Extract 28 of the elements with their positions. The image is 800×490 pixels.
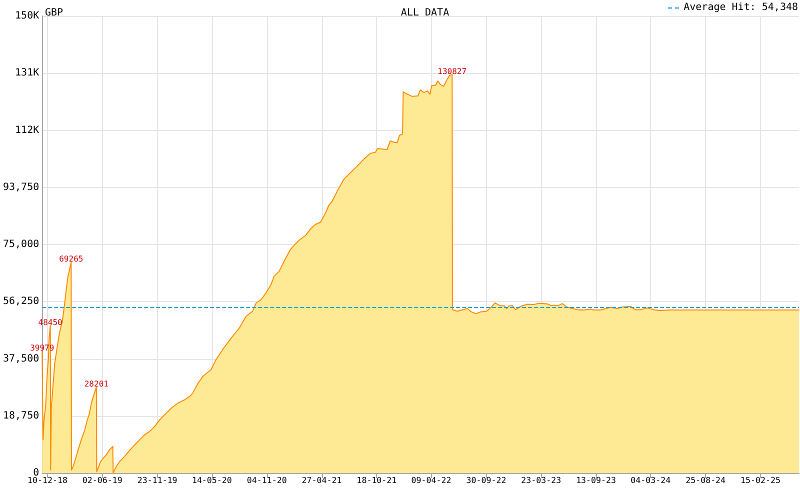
- y-tick-label: 18,750: [3, 410, 40, 422]
- data-label: 130827: [438, 66, 467, 76]
- y-tick-label: 93,750: [3, 182, 40, 193]
- x-tick-label: 02-06-19: [82, 475, 122, 485]
- data-label: 69265: [59, 254, 84, 264]
- y-tick-label: 37,500: [3, 353, 40, 364]
- x-tick-label: 15-02-25: [740, 475, 780, 485]
- y-tick-label: 131K: [15, 68, 40, 79]
- x-tick-label: 23-11-19: [137, 475, 178, 485]
- x-tick-label: 04-11-20: [246, 475, 287, 485]
- data-label: 48450: [38, 318, 63, 327]
- chart-subtitle: ALL DATA: [400, 8, 450, 18]
- y-tick-label: 56,250: [3, 296, 40, 308]
- chart-title: GBP: [45, 8, 64, 18]
- x-tick-label: 09-04-22: [411, 475, 452, 485]
- x-tick-label: 18-10-21: [356, 475, 397, 485]
- legend-label: Average Hit: 54,348: [684, 2, 798, 14]
- x-tick-label: 27-04-21: [302, 475, 342, 485]
- y-tick-label: 150K: [15, 10, 40, 22]
- y-tick-label: 75,000: [3, 239, 40, 250]
- y-tick-label: 112K: [15, 124, 40, 136]
- x-tick-label: 04-03-24: [630, 475, 671, 485]
- x-tick-label: 25-08-24: [686, 475, 726, 485]
- x-tick-label: 30-09-22: [466, 475, 506, 485]
- data-label: 28201: [84, 380, 109, 389]
- x-tick-label: 23-03-23: [521, 475, 562, 485]
- x-tick-label: 14-05-20: [192, 475, 232, 485]
- x-tick-label: 13-09-23: [576, 475, 616, 485]
